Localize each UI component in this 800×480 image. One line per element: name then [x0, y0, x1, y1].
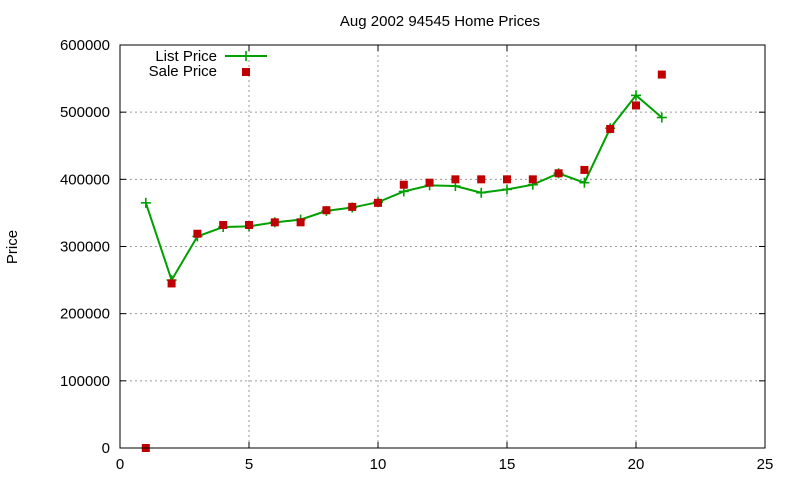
list-price-point	[579, 177, 590, 188]
x-tick-label: 15	[499, 456, 516, 473]
sale-price-point	[245, 221, 253, 230]
sale-price-point	[477, 175, 486, 184]
sale-price-point	[503, 175, 511, 184]
sale-price-point	[632, 101, 640, 110]
x-tick-label: 0	[116, 456, 124, 473]
chart-title: Aug 2002 94545 Home Prices	[340, 13, 540, 30]
sale-price-point	[193, 229, 202, 238]
sale-price-point	[606, 124, 615, 133]
list-price-point	[656, 112, 667, 123]
sale-price-point	[657, 70, 666, 79]
list-price-point	[476, 187, 487, 198]
x-tick-label: 25	[757, 456, 774, 473]
x-tick-label: 10	[370, 456, 387, 473]
sale-price-point	[167, 279, 176, 288]
legend-label-list-price: List Price	[155, 48, 217, 65]
sale-price-point	[425, 178, 434, 187]
sale-price-point	[296, 218, 305, 227]
y-axis-label: Price	[4, 230, 21, 264]
sale-price-point	[399, 180, 408, 189]
list-price-point	[140, 197, 151, 208]
list-price-point	[631, 90, 641, 101]
legend-marker-sale-price	[242, 68, 250, 76]
grid	[120, 45, 765, 448]
list-price-point	[502, 184, 512, 195]
y-tick-label: 500000	[60, 104, 110, 121]
sale-price-point	[374, 198, 382, 207]
x-tick-label: 20	[628, 456, 645, 473]
legend-marker-list-price	[241, 51, 251, 61]
y-tick-label: 200000	[60, 306, 110, 323]
y-tick-label: 0	[102, 440, 110, 457]
sale-price-point	[270, 218, 279, 227]
plot-frame	[119, 44, 766, 449]
legend: List Price Sale Price	[149, 48, 267, 80]
plot-area	[140, 70, 667, 452]
axes: 0 5 10 15 20 25 0 100000 200000 300000 400000 50000…	[60, 37, 773, 473]
y-tick-label: 600000	[60, 37, 110, 54]
sale-price-point	[322, 206, 331, 215]
sale-price-point	[451, 175, 460, 184]
legend-label-sale-price: Sale Price	[149, 63, 217, 80]
y-tick-label: 400000	[60, 171, 110, 188]
x-tick-label: 5	[245, 456, 253, 473]
sale-price-point	[219, 221, 228, 230]
sale-price-point	[528, 175, 537, 184]
sale-price-point	[348, 202, 357, 211]
sale-price-point	[580, 165, 589, 174]
sale-price-point	[554, 169, 563, 178]
y-tick-label: 100000	[60, 373, 110, 390]
y-tick-label: 300000	[60, 239, 110, 256]
